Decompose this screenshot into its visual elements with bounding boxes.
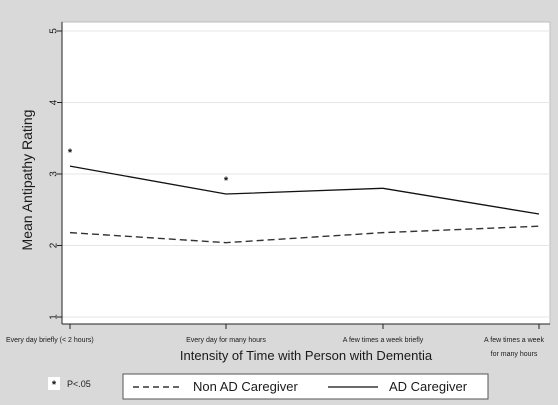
significance-note-text: P<.05: [67, 379, 91, 389]
y-axis-title: Mean Antipathy Rating: [19, 110, 35, 251]
significance-markers: **: [68, 147, 229, 187]
y-tick-label: 1: [49, 314, 60, 320]
series-line-ad-caregiver: [69, 165, 540, 215]
x-tick-label: Every day briefly (< 2 hours): [6, 337, 94, 344]
y-tick-label: 4: [49, 99, 60, 105]
x-tick-label: A few times a week briefly: [343, 337, 424, 344]
y-tick-label: 2: [49, 242, 60, 248]
significance-note-box: [48, 377, 60, 390]
legend-label-non-ad-caregiver: Non AD Caregiver: [193, 379, 298, 394]
series-line-non-ad-caregiver: [69, 225, 540, 244]
axes: 1 2 3 4 5 Every day briefly (< 2 hours) Every …: [6, 22, 550, 358]
legend-label-ad-caregiver: AD Caregiver: [389, 379, 468, 394]
gridlines: [62, 30, 550, 318]
series-lines: [69, 165, 540, 244]
significance-marker: *: [68, 147, 73, 159]
legend: Non AD Caregiver AD Caregiver: [122, 373, 489, 400]
y-tick-label: 5: [49, 28, 60, 34]
plot-area: [61, 21, 551, 325]
legend-box: [122, 373, 489, 400]
x-tick-label: Every day for many hours: [186, 337, 266, 344]
significance-note: * P<.05: [48, 377, 91, 391]
x-tick-label: A few times a week: [484, 337, 544, 344]
significance-note-symbol: *: [52, 379, 57, 391]
significance-marker: *: [224, 175, 229, 187]
x-tick-label: for many hours: [491, 351, 538, 358]
x-axis-title: Intensity of Time with Person with Demen…: [180, 348, 433, 363]
y-tick-label: 3: [49, 171, 60, 177]
